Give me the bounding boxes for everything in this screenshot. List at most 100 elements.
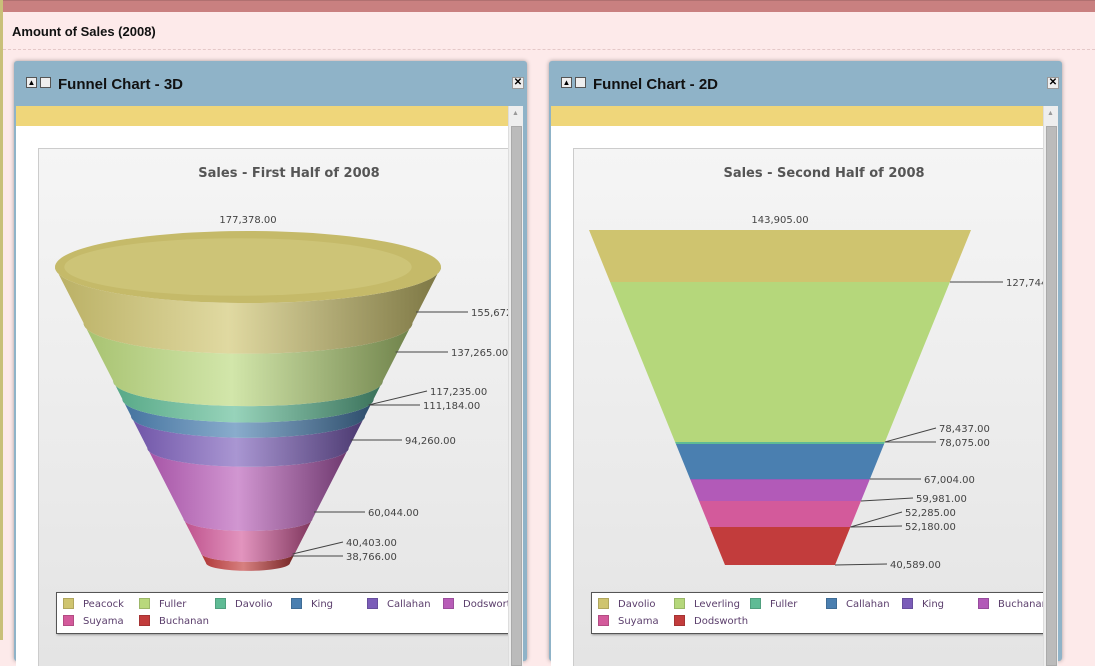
chart-area: Sales - First Half of 2008 177,378.00 155,…: [38, 148, 510, 666]
legend-item[interactable]: Fuller: [139, 598, 186, 610]
value-label: 67,004.00: [924, 475, 975, 486]
close-x-icon[interactable]: ✕: [1047, 77, 1059, 89]
close-x-icon[interactable]: ✕: [512, 77, 524, 89]
page-title: Amount of Sales (2008): [12, 24, 156, 39]
panel-funnel-3d: ▲ Funnel Chart - 3D ✕ Sales - First Half…: [14, 61, 527, 666]
legend-label: Suyama: [83, 616, 124, 627]
funnel-segment-leverling: [610, 282, 950, 442]
vertical-scrollbar[interactable]: ▲: [508, 106, 523, 666]
legend-label: Davolio: [618, 599, 656, 610]
leader-line: [834, 563, 888, 566]
legend-item[interactable]: Buchanan: [978, 598, 1045, 610]
value-label: 155,672.00: [471, 308, 510, 319]
vertical-scrollbar[interactable]: ▲: [1043, 106, 1058, 666]
scroll-thumb[interactable]: [511, 126, 522, 666]
legend-swatch: [902, 598, 913, 609]
value-label: 40,589.00: [890, 560, 941, 571]
funnel-chart-3d: Sales - First Half of 2008 177,378.00 155,…: [55, 166, 510, 571]
funnel-segment-suyama: [183, 519, 313, 562]
legend-label: Buchanan: [998, 599, 1045, 610]
triangle-up-icon[interactable]: ▲: [561, 77, 572, 88]
toolbar-strip: [551, 106, 1045, 126]
scroll-up-icon[interactable]: ▲: [512, 110, 519, 117]
leader-line: [884, 427, 937, 443]
panel-funnel-2d: ▲ Funnel Chart - 2D ✕ Sales - Second Hal…: [549, 61, 1062, 666]
legend-item[interactable]: Suyama: [598, 615, 659, 627]
funnel-segment-king: [690, 479, 870, 480]
legend-swatch: [215, 598, 226, 609]
legend-swatch: [367, 598, 378, 609]
funnel-top-highlight: [64, 238, 412, 296]
legend-item[interactable]: Peacock: [63, 598, 124, 610]
value-label: 78,437.00: [939, 424, 990, 435]
leader-line: [292, 541, 344, 555]
scroll-thumb[interactable]: [1046, 126, 1057, 666]
value-label: 52,285.00: [905, 508, 956, 519]
triangle-up-icon[interactable]: ▲: [26, 77, 37, 88]
legend-item[interactable]: Callahan: [367, 598, 431, 610]
chart-title: Sales - Second Half of 2008: [723, 166, 924, 181]
value-label: 94,260.00: [405, 436, 456, 447]
top-bar: [0, 0, 1095, 12]
maximize-square-icon[interactable]: [575, 77, 586, 88]
funnel-segment-suyama: [699, 501, 861, 527]
value-label: 143,905.00: [751, 215, 808, 226]
legend-swatch: [443, 598, 454, 609]
chart-title: Sales - First Half of 2008: [198, 166, 379, 181]
value-label: 52,180.00: [905, 522, 956, 533]
panel-content: Sales - Second Half of 2008 143,905.00 127…: [551, 106, 1058, 666]
legend-label: Callahan: [846, 599, 890, 610]
legend-item[interactable]: Dodsworth: [674, 615, 748, 627]
value-label: 59,981.00: [916, 494, 967, 505]
legend-label: Fuller: [770, 599, 798, 610]
funnel-segment-dodsworth: [709, 527, 851, 565]
legend-label: Dodsworth: [463, 599, 510, 610]
legend-item[interactable]: Fuller: [750, 598, 797, 610]
legend-item[interactable]: Callahan: [826, 598, 890, 610]
funnel-segment-davolio: [589, 230, 971, 282]
chart-area: Sales - Second Half of 2008 143,905.00 127…: [573, 148, 1045, 666]
funnel-segment-callahan: [131, 416, 365, 467]
funnel-segment-buchanan: [200, 553, 296, 571]
funnel-segment-buchanan: [690, 479, 870, 501]
panel-title: Funnel Chart - 3D: [58, 76, 184, 93]
legend-item[interactable]: Suyama: [63, 615, 124, 627]
legend-item[interactable]: King: [902, 598, 944, 610]
divider: [3, 49, 1095, 50]
scroll-up-icon[interactable]: ▲: [1047, 110, 1054, 117]
legend-label: Suyama: [618, 616, 659, 627]
chart-legend: Peacock Fuller Davolio King Callahan Dodswort…: [56, 592, 510, 634]
legend-label: Fuller: [159, 599, 187, 610]
funnel-segment-fuller: [83, 323, 413, 407]
funnel-segment-peacock: [55, 267, 441, 354]
funnel-segment-king: [122, 399, 374, 438]
legend-item[interactable]: King: [291, 598, 333, 610]
legend-item[interactable]: Dodsworth: [443, 598, 510, 610]
legend-swatch: [139, 598, 150, 609]
leader-line: [850, 525, 903, 528]
value-label: 137,265.00: [451, 348, 508, 359]
legend-label: Callahan: [387, 599, 431, 610]
value-label: 117,235.00: [430, 387, 487, 398]
value-label: 111,184.00: [423, 401, 480, 412]
legend-swatch: [598, 598, 609, 609]
chart-legend: Davolio Leverling Fuller Callahan King Buchan…: [591, 592, 1045, 634]
legend-swatch: [826, 598, 837, 609]
funnel-segment-fuller: [675, 442, 885, 444]
legend-label: King: [922, 599, 945, 610]
value-label: 60,044.00: [368, 508, 419, 519]
funnel-segment-davolio: [113, 381, 383, 423]
legend-swatch: [674, 598, 685, 609]
legend-item[interactable]: Davolio: [598, 598, 656, 610]
legend-item[interactable]: Davolio: [215, 598, 273, 610]
maximize-square-icon[interactable]: [40, 77, 51, 88]
panel-title: Funnel Chart - 2D: [593, 76, 719, 93]
legend-swatch: [291, 598, 302, 609]
legend-swatch: [63, 598, 74, 609]
legend-item[interactable]: Buchanan: [139, 615, 209, 627]
legend-label: Buchanan: [159, 616, 209, 627]
legend-swatch: [978, 598, 989, 609]
legend-item[interactable]: Leverling: [674, 598, 740, 610]
legend-swatch: [674, 615, 685, 626]
leader-line: [860, 497, 914, 502]
